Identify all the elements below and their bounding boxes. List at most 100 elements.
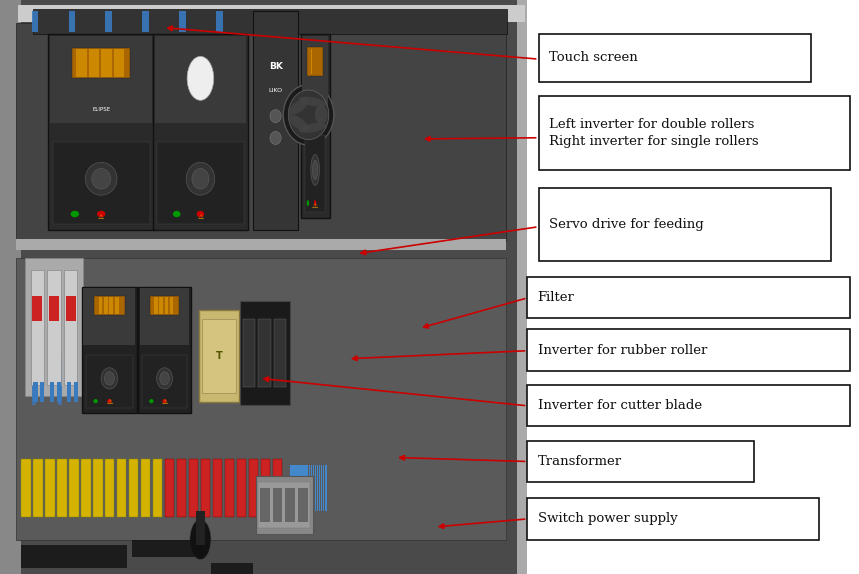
Bar	[527, 385, 850, 426]
Bar	[104, 297, 107, 313]
Bar	[117, 459, 126, 517]
Bar	[67, 382, 71, 402]
Ellipse shape	[186, 162, 215, 195]
Bar	[302, 36, 328, 118]
Ellipse shape	[299, 96, 326, 107]
Bar	[58, 354, 62, 377]
Text: Touch screen: Touch screen	[549, 52, 637, 64]
Bar	[25, 258, 83, 396]
Bar	[298, 488, 308, 522]
Ellipse shape	[85, 162, 117, 195]
Bar	[84, 361, 88, 384]
Bar	[527, 498, 819, 540]
Ellipse shape	[299, 123, 326, 133]
Bar	[314, 465, 316, 511]
Ellipse shape	[187, 56, 214, 100]
Bar	[32, 382, 36, 405]
Bar	[33, 296, 42, 321]
Bar	[150, 296, 179, 316]
Bar	[111, 361, 115, 384]
Bar	[84, 354, 88, 377]
Ellipse shape	[313, 160, 318, 180]
Bar	[105, 459, 114, 517]
Bar	[99, 297, 102, 313]
Bar	[49, 296, 59, 321]
Ellipse shape	[149, 399, 154, 404]
Text: ⚠: ⚠	[198, 214, 204, 220]
Bar	[321, 465, 322, 511]
Ellipse shape	[283, 84, 334, 145]
Text: Inverter for cutter blade: Inverter for cutter blade	[538, 399, 702, 412]
Text: ELIPSE: ELIPSE	[92, 107, 110, 111]
Bar	[325, 465, 326, 511]
Bar	[101, 49, 112, 77]
Bar	[48, 34, 154, 230]
Bar	[256, 476, 313, 534]
Bar	[261, 459, 271, 517]
Bar	[113, 49, 125, 77]
Bar	[21, 545, 126, 568]
Bar	[81, 459, 90, 517]
Bar	[69, 11, 75, 32]
Bar	[290, 465, 292, 511]
Bar	[76, 49, 87, 77]
Ellipse shape	[307, 200, 309, 206]
Bar	[292, 465, 294, 511]
Text: Transformer: Transformer	[538, 455, 622, 468]
Bar	[539, 188, 831, 261]
Bar	[157, 142, 244, 224]
Bar	[132, 540, 195, 557]
Ellipse shape	[270, 131, 281, 145]
Bar	[527, 277, 850, 318]
Bar	[32, 354, 36, 377]
Text: Left inverter for double rollers
Right inverter for single rollers: Left inverter for double rollers Right i…	[549, 118, 758, 148]
Bar	[253, 11, 298, 230]
Bar	[165, 459, 174, 517]
Ellipse shape	[92, 169, 111, 189]
Bar	[313, 465, 314, 511]
Bar	[32, 361, 36, 384]
Bar	[153, 34, 248, 230]
Bar	[213, 459, 222, 517]
Bar	[160, 297, 163, 313]
Bar	[31, 270, 44, 385]
Bar	[308, 47, 323, 76]
Bar	[153, 459, 162, 517]
Ellipse shape	[289, 99, 308, 115]
Ellipse shape	[289, 90, 329, 139]
Bar	[301, 34, 330, 218]
Bar	[296, 465, 298, 511]
Bar	[196, 511, 204, 545]
Text: ⚠: ⚠	[161, 399, 168, 405]
Bar	[304, 465, 306, 511]
Text: ⚠: ⚠	[107, 399, 113, 405]
Ellipse shape	[314, 200, 316, 206]
Bar	[308, 465, 310, 511]
Ellipse shape	[173, 211, 180, 218]
Ellipse shape	[101, 368, 118, 389]
Bar	[21, 459, 31, 517]
Text: T: T	[216, 351, 222, 361]
Bar	[15, 239, 506, 250]
Ellipse shape	[315, 105, 327, 125]
Bar	[93, 459, 102, 517]
Ellipse shape	[94, 399, 98, 404]
Bar	[111, 382, 115, 405]
Bar	[84, 368, 88, 391]
Bar	[52, 142, 149, 224]
Ellipse shape	[97, 211, 106, 218]
Ellipse shape	[105, 372, 114, 385]
Bar	[143, 355, 186, 408]
Bar	[58, 375, 62, 398]
Bar	[66, 296, 76, 321]
Text: ⚠: ⚠	[98, 214, 104, 220]
Bar	[45, 459, 55, 517]
Bar	[40, 382, 45, 402]
Bar	[32, 375, 36, 398]
Bar	[86, 355, 133, 408]
Bar	[199, 310, 239, 402]
Bar	[155, 297, 158, 313]
Bar	[311, 465, 312, 511]
Bar	[517, 0, 527, 574]
Bar	[240, 301, 290, 405]
